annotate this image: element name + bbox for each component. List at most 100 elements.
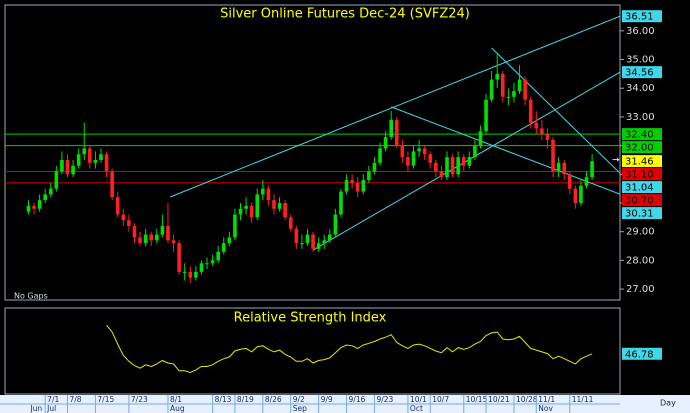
- candle-body: [88, 148, 92, 163]
- candle-body: [127, 220, 131, 226]
- candle-body: [43, 194, 47, 201]
- candle-body: [439, 171, 444, 178]
- x-tick-label: 8/19: [237, 395, 254, 404]
- candle-body: [82, 148, 87, 155]
- candle-body: [277, 203, 282, 209]
- value-label-box: [622, 181, 662, 194]
- candle-body: [551, 139, 555, 172]
- candle-body: [143, 234, 148, 244]
- x-tick-label: 7/8: [70, 395, 82, 404]
- x-tick-label: 11/11: [572, 395, 594, 404]
- candle-body: [76, 154, 81, 166]
- candle-body: [138, 237, 142, 244]
- candle-body: [461, 157, 466, 166]
- candle-body: [545, 134, 550, 140]
- candle-body: [534, 122, 539, 129]
- y-tick-label: 35.00: [626, 55, 655, 66]
- rsi-value-label: 46.78: [625, 349, 654, 360]
- x-tick-label: 8/13: [215, 395, 232, 404]
- candle-body: [450, 157, 455, 175]
- candle-body: [445, 157, 449, 178]
- month-label: Jun: [29, 404, 42, 413]
- candle-body: [54, 171, 59, 189]
- candle-body: [372, 162, 377, 172]
- candle-body: [355, 182, 360, 192]
- candle-body: [316, 243, 321, 249]
- candle-body: [467, 157, 472, 166]
- candle-body: [512, 91, 516, 97]
- rsi-title: Relative Strength Index: [234, 311, 387, 326]
- value-label: 31.46: [625, 157, 654, 168]
- x-tick-label: 9/16: [349, 395, 366, 404]
- candle-body: [517, 79, 522, 92]
- candle-body: [32, 205, 36, 209]
- y-tick-label: 34.00: [626, 83, 655, 94]
- candle-body: [350, 180, 354, 183]
- x-tick-label: 9/2: [293, 395, 305, 404]
- x-tick-label: 8/1: [170, 395, 182, 404]
- x-tick-label: 7/23: [131, 395, 148, 404]
- candle-body: [261, 188, 265, 195]
- candle-body: [26, 205, 31, 212]
- x-tick-label: 7/1: [47, 395, 59, 404]
- month-label: Aug: [170, 404, 185, 413]
- candle-body: [93, 159, 98, 163]
- candle-body: [227, 237, 232, 244]
- value-label: 32.40: [625, 130, 654, 141]
- candle-body: [389, 119, 393, 138]
- candle-body: [99, 154, 103, 160]
- candle-body: [233, 214, 237, 238]
- candle-body: [300, 243, 304, 245]
- month-label: Oct: [410, 404, 423, 413]
- value-label-box: [622, 66, 662, 79]
- candle-body: [154, 234, 159, 241]
- candle-body: [255, 194, 260, 218]
- candle-body: [104, 154, 109, 172]
- candle-body: [417, 148, 421, 152]
- x-tick-label: 10/28: [516, 395, 538, 404]
- x-tick-label: 9/23: [376, 395, 393, 404]
- candle-body: [132, 225, 137, 238]
- value-label-box: [622, 141, 662, 154]
- y-tick-label: 28.00: [626, 255, 655, 266]
- candle-body: [562, 162, 566, 175]
- candle-body: [473, 145, 477, 158]
- rsi-value-box: [622, 347, 662, 360]
- y-tick-label: 36.00: [626, 26, 655, 37]
- candle-body: [244, 205, 248, 209]
- candle-body: [160, 225, 165, 235]
- candle-body: [266, 188, 271, 201]
- x-tick-label: 11/1: [538, 395, 555, 404]
- value-label: 32.00: [625, 143, 654, 154]
- value-label-box: [622, 194, 662, 207]
- candle-body: [171, 240, 176, 244]
- trendline: [491, 47, 620, 174]
- candle-body: [166, 225, 170, 241]
- candle-body: [367, 171, 371, 181]
- candle-body: [495, 73, 500, 80]
- value-label: 31.10: [625, 170, 654, 181]
- candle-body: [584, 177, 589, 186]
- candle-body: [205, 263, 209, 265]
- rsi-panel: [4, 307, 621, 395]
- plot-area: [5, 15, 620, 284]
- main-panel: [4, 4, 621, 301]
- candle-body: [590, 161, 594, 178]
- candle-body: [333, 214, 338, 235]
- candle-body: [501, 73, 505, 97]
- candle-body: [506, 96, 511, 98]
- candle-body: [344, 180, 349, 192]
- candle-body: [294, 228, 299, 244]
- candle-body: [115, 197, 120, 215]
- candle-body: [311, 234, 315, 249]
- candle-body: [182, 271, 187, 273]
- candle-body: [567, 174, 572, 189]
- x-tick-label: 10/21: [488, 395, 510, 404]
- candle-body: [328, 234, 332, 241]
- candle-body: [489, 79, 494, 100]
- y-tick-label: 29.00: [626, 227, 655, 238]
- candle-body: [305, 234, 310, 244]
- candle-body: [540, 128, 544, 135]
